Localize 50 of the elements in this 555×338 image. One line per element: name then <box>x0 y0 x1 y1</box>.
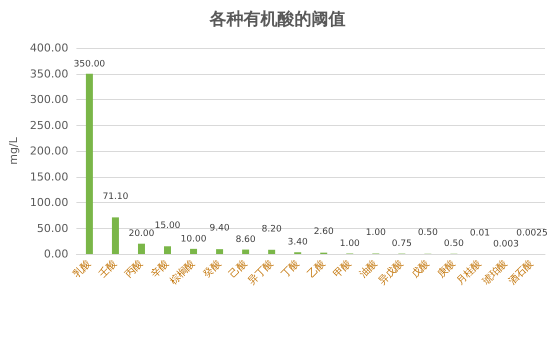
y-tick-label: 50.00 <box>36 222 68 235</box>
data-label: 0.0025 <box>516 228 548 238</box>
data-label: 2.60 <box>314 227 334 238</box>
y-tick-label: 250.00 <box>30 118 68 132</box>
data-label: 0.01 <box>470 228 490 238</box>
data-label: 350.00 <box>74 59 106 70</box>
bar <box>216 249 224 254</box>
x-tick-label: 异丁酸 <box>246 257 276 288</box>
y-axis-title: mg/L <box>7 136 20 165</box>
data-label: 0.75 <box>392 239 412 250</box>
data-label: 0.003 <box>493 240 519 250</box>
x-tick-label: 酒石酸 <box>506 257 536 288</box>
y-tick-label: 200.00 <box>30 144 68 158</box>
y-tick-label: 400.00 <box>30 42 68 54</box>
bar <box>164 246 172 254</box>
y-tick-label: 350.00 <box>30 67 68 80</box>
data-label: 3.40 <box>288 238 308 248</box>
x-tick-label: 异戊酸 <box>376 257 406 288</box>
x-tick-label: 癸酸 <box>200 257 224 280</box>
bar <box>268 250 276 254</box>
x-tick-label: 甲酸 <box>331 257 354 280</box>
data-label: 15.00 <box>154 220 181 231</box>
y-tick-label: 0.00 <box>44 248 68 260</box>
chart-title: 各种有机酸的阈值 <box>208 10 346 30</box>
bar <box>86 74 93 254</box>
data-label: 10.00 <box>180 234 207 244</box>
data-label: 0.50 <box>444 239 464 250</box>
data-label: 1.00 <box>340 238 360 249</box>
data-label: 8.60 <box>236 235 256 246</box>
data-label: 1.00 <box>366 228 386 238</box>
data-label: 9.40 <box>210 224 230 234</box>
x-tick-label: 乙酸 <box>304 257 328 280</box>
bar <box>190 248 198 254</box>
bar <box>242 250 250 254</box>
data-label: 8.20 <box>262 224 282 234</box>
data-label: 0.50 <box>418 228 438 238</box>
x-tick-label: 棕榈酸 <box>168 257 198 288</box>
x-tick-label: 丙酸 <box>122 257 146 280</box>
y-tick-label: 150.00 <box>30 170 68 184</box>
data-label: 20.00 <box>128 229 155 240</box>
x-tick-label: 庚酸 <box>435 257 458 280</box>
x-tick-label: 乳酸 <box>70 257 94 280</box>
x-tick-label: 丁酸 <box>278 257 302 280</box>
x-tick-label: 戊酸 <box>409 257 432 280</box>
bar <box>138 244 145 254</box>
y-tick-label: 300.00 <box>30 93 68 106</box>
x-tick-label: 壬酸 <box>96 257 120 280</box>
data-label: 71.10 <box>102 192 129 202</box>
bar <box>112 217 119 254</box>
y-tick-label: 100.00 <box>30 196 68 209</box>
